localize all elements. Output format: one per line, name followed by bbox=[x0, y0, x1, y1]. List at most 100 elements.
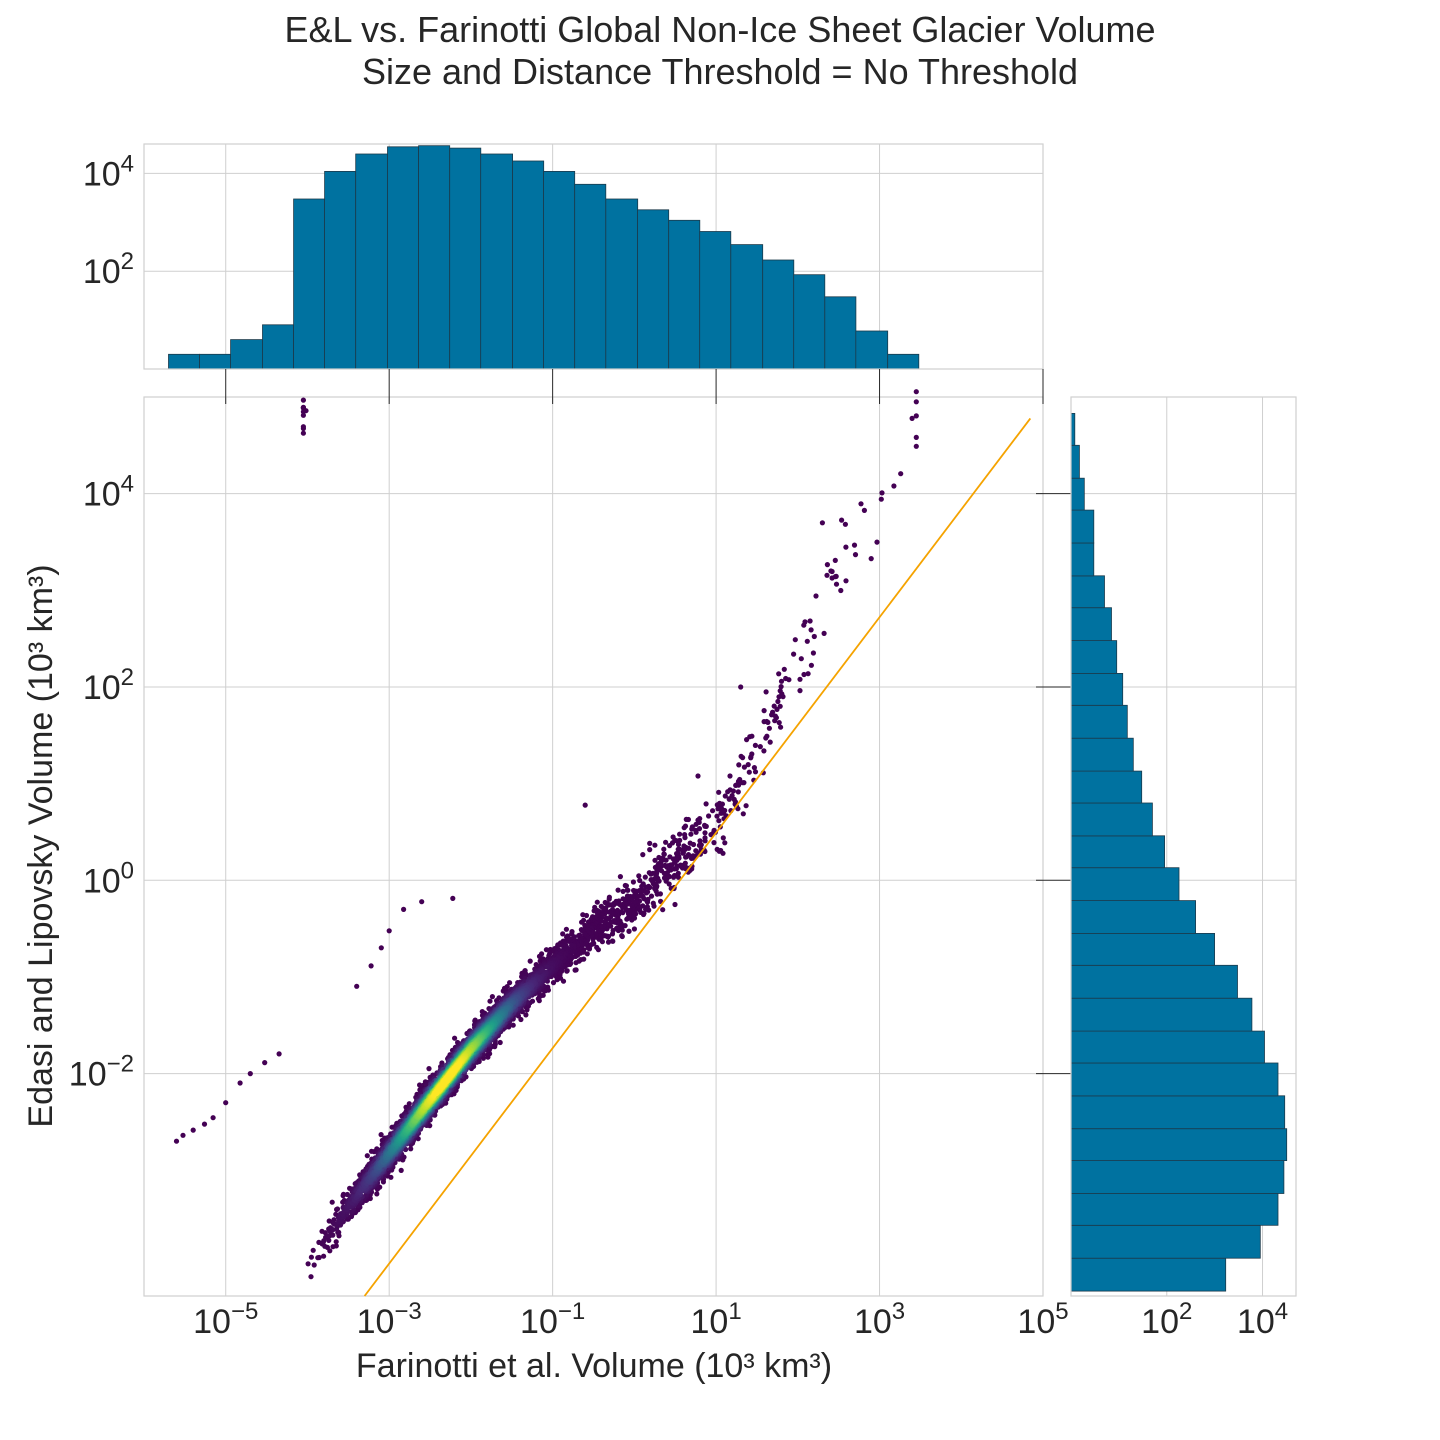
scatter-point bbox=[398, 1167, 404, 1173]
scatter-point bbox=[697, 838, 703, 844]
scatter-point bbox=[582, 931, 588, 938]
scatter-point bbox=[878, 496, 884, 502]
scatter-point bbox=[777, 688, 783, 694]
scatter-point bbox=[801, 622, 807, 628]
scatter-point bbox=[851, 542, 858, 548]
top-y-tick-label: 102 bbox=[83, 248, 134, 291]
scatter-point bbox=[824, 562, 831, 568]
top-histogram-bar bbox=[762, 259, 795, 370]
scatter-point bbox=[573, 960, 579, 966]
scatter-point bbox=[489, 994, 495, 1000]
scatter-point bbox=[735, 789, 741, 795]
scatter-point bbox=[913, 434, 919, 440]
scatter-point bbox=[752, 742, 759, 749]
top-histogram-frame bbox=[143, 143, 1044, 370]
scatter-point bbox=[879, 490, 885, 496]
scatter-point bbox=[619, 933, 625, 939]
scatter-point bbox=[661, 846, 667, 852]
scatter-point bbox=[776, 694, 782, 700]
top-histogram-bar bbox=[730, 244, 764, 370]
scatter-point bbox=[833, 581, 840, 587]
scatter-point bbox=[752, 769, 759, 775]
scatter-point bbox=[625, 887, 631, 893]
scatter-point bbox=[572, 967, 578, 973]
scatter-point bbox=[763, 689, 769, 695]
scatter-point bbox=[685, 816, 692, 823]
scatter-point bbox=[810, 650, 817, 656]
scatter-point bbox=[330, 1244, 336, 1250]
scatter-point bbox=[708, 832, 714, 838]
scatter-point bbox=[617, 874, 624, 880]
top-histogram-bar bbox=[262, 324, 295, 370]
top-histogram-bar bbox=[355, 153, 389, 370]
scatter-point bbox=[743, 803, 749, 809]
scatter-point bbox=[322, 1230, 328, 1236]
scatter-point bbox=[805, 671, 811, 677]
top-histogram-bar bbox=[543, 170, 576, 370]
scatter-point bbox=[824, 572, 830, 578]
scatter-point bbox=[868, 556, 874, 562]
scatter-point bbox=[603, 915, 609, 921]
scatter-point bbox=[798, 656, 804, 662]
scatter-point bbox=[681, 843, 687, 849]
scatter-point bbox=[327, 1233, 333, 1239]
scatter-point bbox=[832, 557, 838, 564]
top-histogram-bar bbox=[387, 146, 420, 370]
scatter-point bbox=[703, 801, 709, 807]
top-histogram-bar bbox=[793, 274, 826, 370]
scatter-point bbox=[745, 762, 751, 768]
scatter-point bbox=[308, 1274, 314, 1280]
scatter-point bbox=[308, 1254, 314, 1260]
scatter-point bbox=[874, 539, 880, 545]
scatter-point bbox=[693, 829, 699, 835]
scatter-point bbox=[716, 789, 722, 795]
top-histogram-bar bbox=[168, 353, 201, 370]
scatter-point bbox=[725, 789, 731, 795]
scatter-point bbox=[663, 839, 669, 845]
scatter-point bbox=[667, 854, 673, 860]
scatter-point bbox=[677, 831, 683, 837]
scatter-point bbox=[693, 821, 699, 827]
scatter-point bbox=[913, 413, 919, 419]
scatter-point bbox=[744, 737, 750, 743]
scatter-point bbox=[771, 703, 777, 709]
scatter-point bbox=[726, 796, 732, 802]
scatter-point bbox=[642, 874, 648, 880]
scatter-point bbox=[300, 424, 306, 430]
scatter-point bbox=[650, 900, 656, 906]
scatter-point bbox=[722, 793, 728, 799]
top-histogram-bar bbox=[199, 353, 232, 370]
top-histogram-bar bbox=[230, 339, 263, 370]
scatter-point bbox=[913, 389, 919, 395]
scatter-point bbox=[767, 739, 773, 745]
scatter-point bbox=[720, 835, 726, 841]
scatter-point bbox=[636, 873, 642, 879]
scatter-point bbox=[838, 587, 844, 594]
scatter-point bbox=[300, 397, 306, 403]
scatter-point bbox=[778, 684, 784, 690]
scatter-point bbox=[485, 1052, 491, 1058]
top-histogram-bar bbox=[855, 330, 889, 370]
scatter-point bbox=[652, 884, 658, 891]
scatter-point bbox=[777, 703, 783, 709]
scatter-point bbox=[733, 782, 739, 789]
scatter-point bbox=[605, 939, 612, 945]
main-frame bbox=[143, 396, 1044, 1297]
scatter-point bbox=[583, 912, 590, 919]
scatter-point bbox=[364, 1153, 370, 1159]
top-y-tick-label: 104 bbox=[83, 150, 134, 193]
scatter-point bbox=[751, 765, 758, 771]
scatter-point bbox=[772, 718, 778, 724]
scatter-point bbox=[333, 1239, 339, 1245]
scatter-point bbox=[791, 651, 797, 657]
scatter-point bbox=[828, 568, 834, 574]
scatter-point bbox=[776, 671, 782, 677]
scatter-point bbox=[761, 748, 767, 754]
scatter-point bbox=[609, 938, 616, 944]
scatter-point bbox=[487, 998, 493, 1004]
scatter-point bbox=[661, 875, 668, 881]
scatter-point bbox=[544, 964, 551, 970]
scatter-point bbox=[675, 870, 681, 876]
